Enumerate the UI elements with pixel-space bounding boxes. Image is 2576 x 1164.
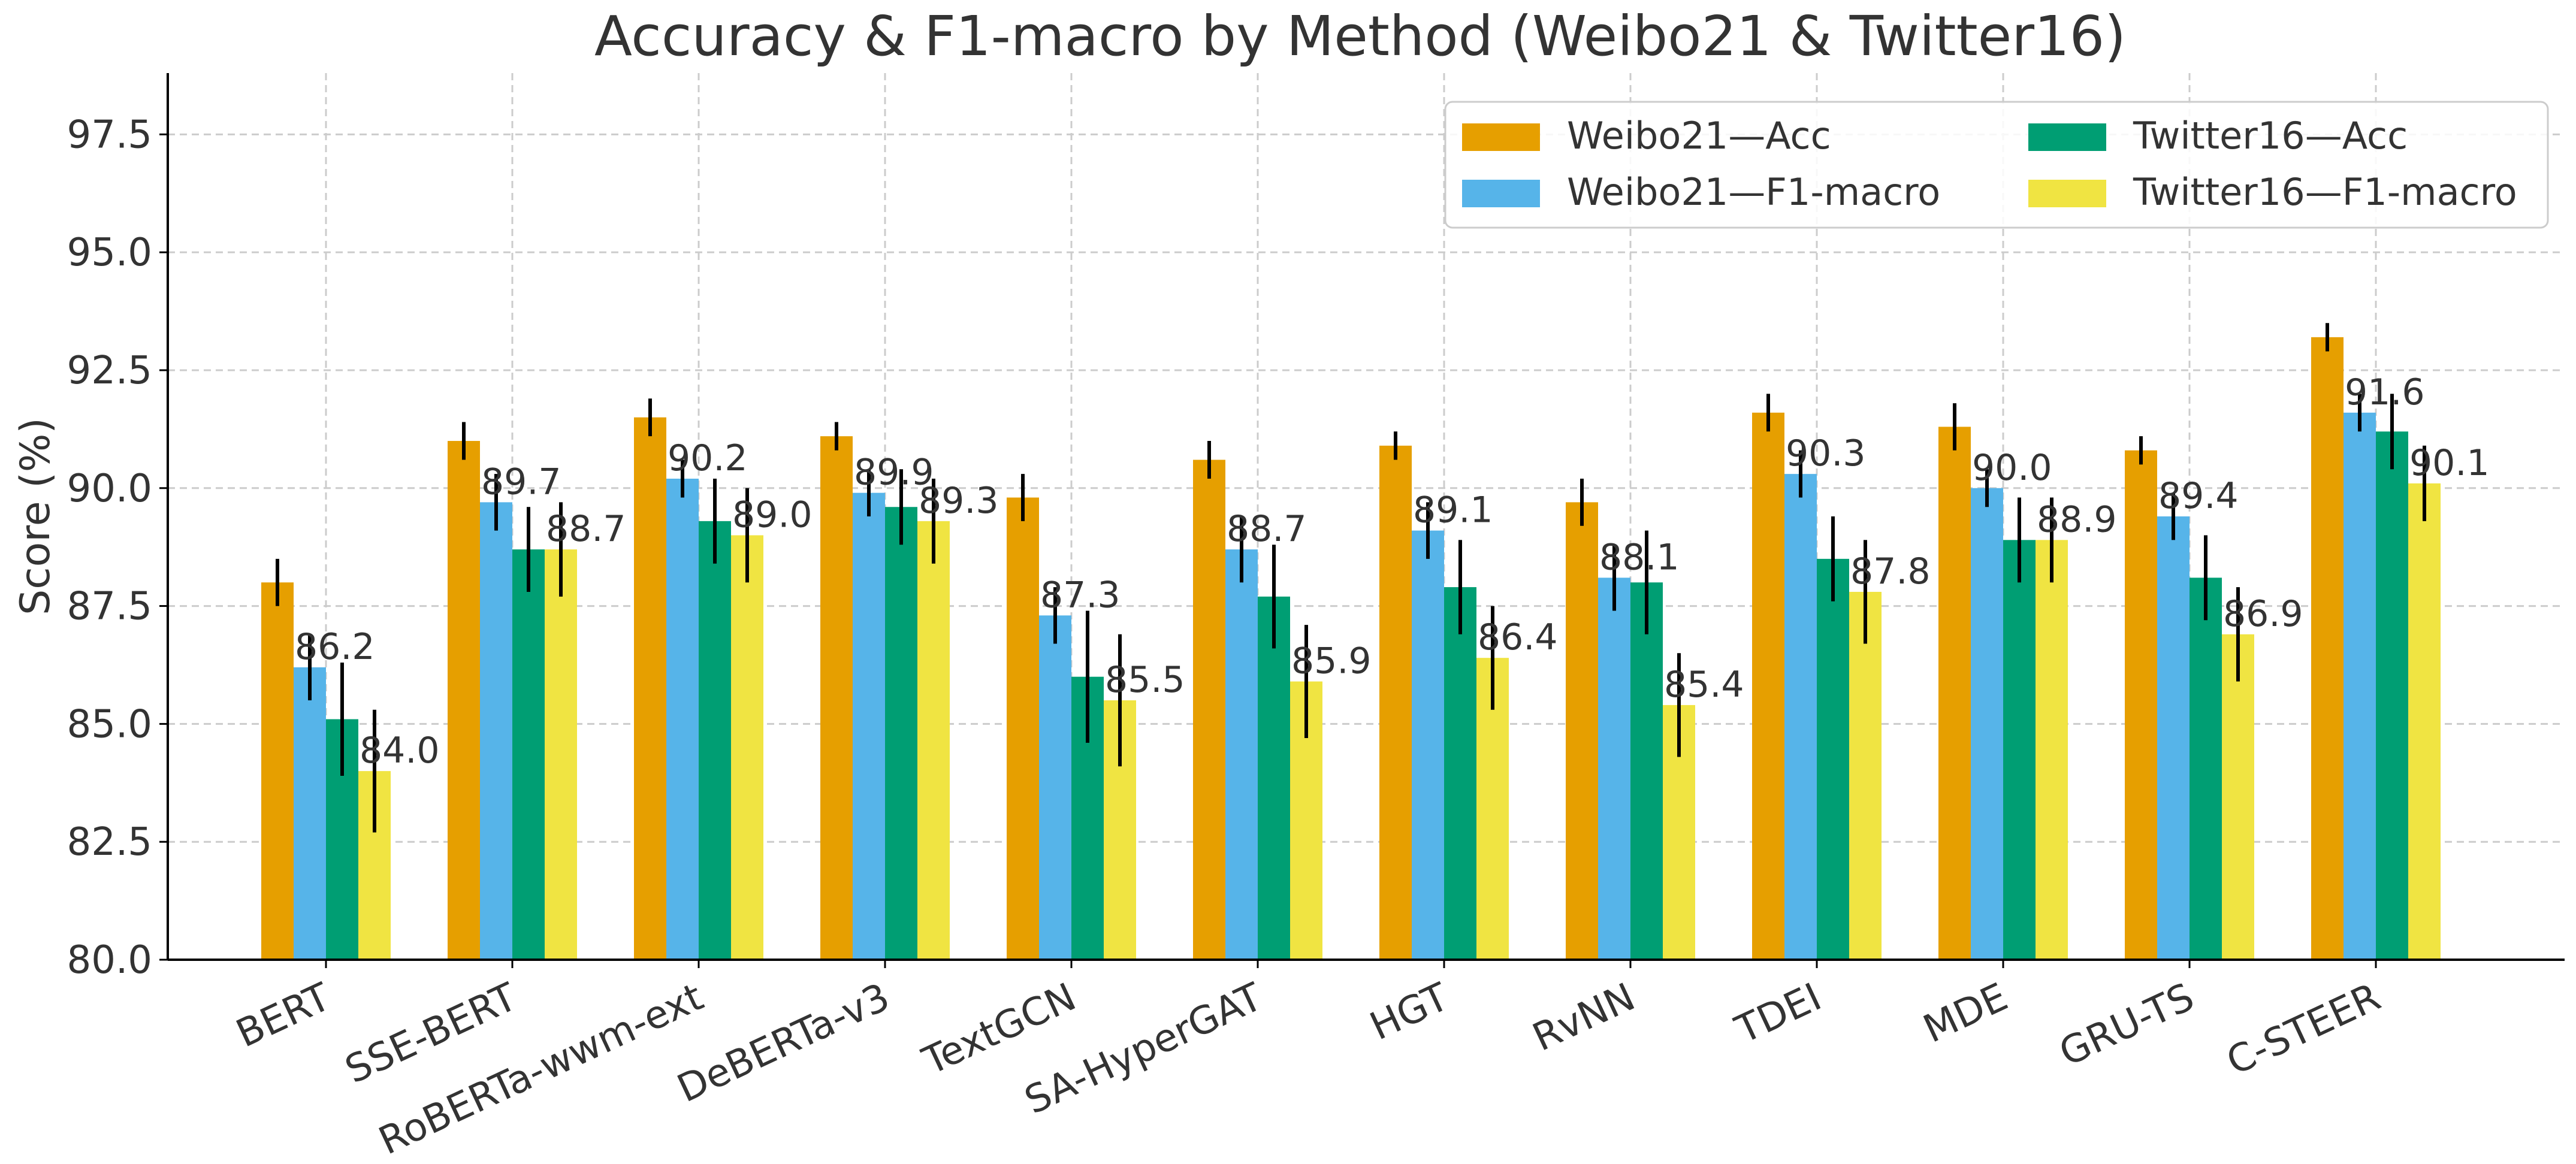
chart-title: Accuracy & F1-macro by Method (Weibo21 &… (594, 4, 2126, 68)
y-tick-label: 95.0 (67, 231, 153, 275)
bar (1849, 591, 1882, 960)
x-tick-label: MDE (1917, 975, 2015, 1051)
legend-swatch (1462, 123, 1540, 151)
data-label: 86.2 (295, 626, 375, 668)
bar (634, 417, 666, 960)
data-label: 90.0 (1972, 447, 2052, 489)
bar (1752, 412, 1784, 960)
data-label: 85.9 (1291, 640, 1372, 682)
bar (2344, 412, 2376, 960)
data-label: 90.1 (2409, 442, 2490, 484)
bar (820, 436, 853, 960)
bar (545, 549, 577, 960)
bar (1444, 587, 1476, 960)
y-tick-label: 97.5 (67, 113, 153, 157)
bar (2222, 634, 2254, 960)
bar (2408, 483, 2441, 960)
x-tick-label: C-STEER (2220, 975, 2387, 1084)
bar (2311, 337, 2344, 960)
data-label: 88.7 (1227, 508, 1307, 550)
y-tick-label: 82.5 (67, 820, 153, 864)
y-axis-title: Score (%) (12, 418, 59, 615)
bar (1784, 474, 1817, 960)
x-tick-label: DeBERTa-v3 (671, 975, 896, 1111)
bar (1938, 427, 1971, 960)
data-label: 86.9 (2223, 593, 2303, 635)
bar (853, 492, 885, 960)
bar (1193, 459, 1225, 960)
y-tick-label: 92.5 (67, 349, 153, 393)
bar (1630, 582, 1663, 960)
legend-swatch (1462, 180, 1540, 207)
x-tick-label: BERT (230, 975, 338, 1056)
x-tick-label: TDEI (1729, 975, 1828, 1053)
bar (666, 479, 699, 960)
bars-layer (261, 337, 2441, 960)
x-tick-label: RoBERTa-wwm-ext (372, 975, 709, 1162)
bar (1598, 578, 1630, 960)
legend-label: Weibo21—F1-macro (1567, 170, 1940, 214)
y-tick-label: 90.0 (67, 467, 153, 511)
bar (448, 441, 480, 960)
bar (261, 582, 294, 960)
data-label: 87.3 (1040, 574, 1121, 616)
data-label: 89.9 (854, 452, 934, 494)
data-label: 87.8 (1850, 551, 1931, 592)
bar (731, 535, 763, 960)
y-tick-label: 80.0 (67, 938, 153, 982)
bar (480, 502, 512, 960)
data-label: 89.1 (1413, 489, 1493, 531)
bar (1566, 502, 1598, 960)
bar (1039, 615, 1071, 960)
bar (2376, 431, 2408, 960)
bar (1379, 445, 1412, 960)
data-label: 90.3 (1786, 433, 1866, 474)
data-label: 91.6 (2345, 371, 2425, 413)
bar (2003, 540, 2036, 960)
y-tick-label: 87.5 (67, 585, 153, 629)
data-label: 90.2 (668, 437, 748, 479)
bar (917, 521, 950, 960)
legend-label: Twitter16—Acc (2133, 114, 2408, 158)
data-label: 88.7 (546, 508, 626, 550)
bar (1971, 488, 2003, 960)
bar (512, 549, 545, 960)
data-label: 85.4 (1664, 664, 1744, 706)
data-label: 89.4 (2158, 475, 2239, 517)
data-label: 88.9 (2037, 498, 2117, 540)
legend-label: Weibo21—Acc (1567, 114, 1831, 158)
x-tick-label: GRU-TS (2053, 975, 2201, 1075)
data-label: 84.0 (360, 730, 440, 772)
data-label: 85.5 (1105, 659, 1185, 701)
bar (1225, 549, 1258, 960)
bar (1258, 596, 1290, 960)
bar (699, 521, 731, 960)
legend-frame (1444, 101, 2549, 229)
x-tick-label: RvNN (1526, 975, 1642, 1060)
data-labels-layer: 86.2 89.7 90.2 89.9 87.3 88.7 89.1 88.1 90.3 90.0… (295, 371, 2490, 772)
data-label: 89.7 (481, 461, 561, 503)
legend-swatch (2028, 180, 2106, 207)
legend-swatch (2028, 123, 2106, 151)
data-label: 89.3 (919, 480, 999, 522)
y-tick-label: 85.0 (67, 702, 153, 746)
bar (1817, 558, 1849, 960)
legend-label: Twitter16—F1-macro (2133, 170, 2517, 214)
data-label: 88.1 (1599, 536, 1680, 578)
x-tick-label: HGT (1364, 975, 1456, 1049)
bar (2190, 578, 2222, 960)
bar (2157, 516, 2190, 960)
error-bars-layer (276, 323, 2426, 833)
data-label: 86.4 (1478, 616, 1558, 658)
bar (2125, 450, 2157, 960)
bar (2036, 540, 2068, 960)
bar (1412, 530, 1444, 960)
bar (1007, 497, 1039, 960)
bar (294, 667, 326, 960)
bar (885, 507, 917, 960)
data-label: 89.0 (732, 494, 813, 536)
legend: Weibo21—Acc Weibo21—F1-macro Twitter16—Acc… (1444, 101, 2549, 229)
